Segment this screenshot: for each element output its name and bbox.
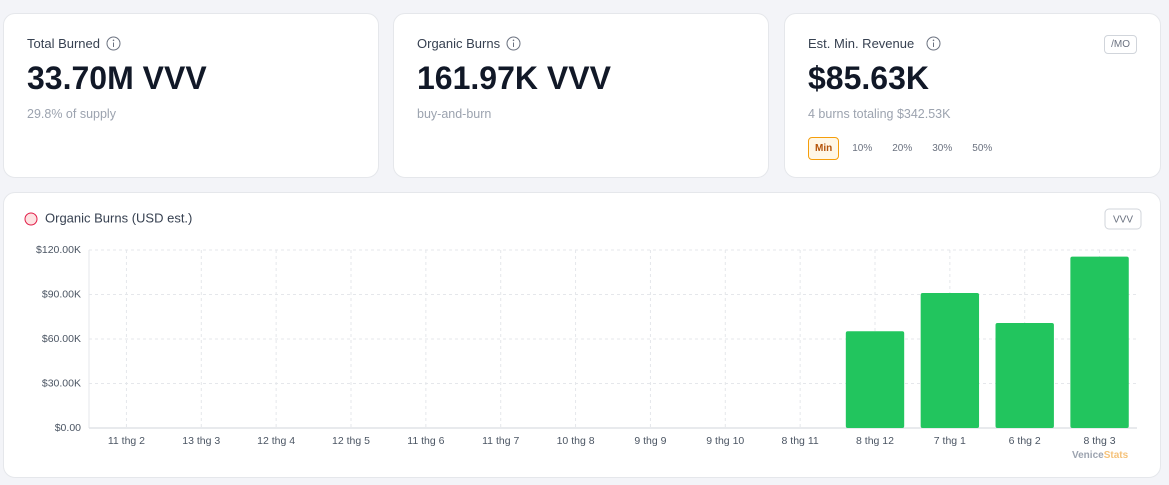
stat-card: Organic Burns 161.97K VVV buy-and-burn <box>393 13 769 178</box>
x-tick-label: 8 thg 3 <box>1084 435 1116 447</box>
card-label: Organic Burns <box>417 36 501 51</box>
card-label-row: Organic Burns <box>417 36 521 51</box>
watermark-a: Venice <box>1072 450 1104 461</box>
y-tick-label: $60.00K <box>42 333 81 345</box>
y-tick-label: $90.00K <box>42 288 81 300</box>
card-note: 29.8% of supply <box>27 107 116 121</box>
chart-badge[interactable]: VVV <box>1113 215 1133 226</box>
x-tick-label: 10 thg 8 <box>557 435 595 447</box>
option-group: Min 10% 20% 30% 50% <box>808 137 999 160</box>
card-label-row: Est. Min. Revenue <box>808 36 941 51</box>
x-tick-label: 7 thg 1 <box>934 435 966 447</box>
x-tick-label: 6 thg 2 <box>1009 435 1041 447</box>
card-value: $85.63K <box>808 60 929 96</box>
chart-icon <box>24 212 38 226</box>
x-tick-label: 8 thg 12 <box>856 435 894 447</box>
option-button[interactable]: 10% <box>852 143 873 154</box>
card-label: Est. Min. Revenue <box>808 36 915 51</box>
chart-card: Organic Burns (USD est.) VVV VeniceStats… <box>3 192 1161 478</box>
card-note: 4 burns totaling $342.53K <box>808 107 951 121</box>
x-tick-label: 11 thg 2 <box>108 435 145 447</box>
info-icon[interactable] <box>506 36 521 51</box>
chart-badge-box[interactable] <box>1104 208 1142 230</box>
option-button[interactable]: 50% <box>972 143 993 154</box>
card-note: buy-and-burn <box>417 107 492 121</box>
option-button[interactable]: 30% <box>932 143 953 154</box>
bar <box>845 331 905 428</box>
card-label-row: Total Burned <box>27 36 121 51</box>
x-tick-label: 11 thg 6 <box>407 435 444 447</box>
x-tick-label: 13 thg 3 <box>182 435 220 447</box>
watermark-b: Stats <box>1104 450 1129 461</box>
chart: Organic Burns (USD est.) VVV VeniceStats… <box>24 208 1142 461</box>
card-value: 33.70M VVV <box>27 60 207 96</box>
bar <box>1070 256 1129 428</box>
info-icon[interactable] <box>926 36 941 51</box>
option-button[interactable]: 20% <box>892 143 913 154</box>
x-tick-label: 11 thg 7 <box>482 435 519 447</box>
x-tick-label: 8 thg 11 <box>782 435 819 447</box>
info-icon[interactable] <box>106 36 121 51</box>
y-tick-label: $30.00K <box>42 377 81 389</box>
x-tick-label: 9 thg 10 <box>706 435 744 447</box>
card-label: Total Burned <box>27 36 100 51</box>
stat-card: Est. Min. Revenue /MO $85.63K 4 burns to… <box>784 13 1161 178</box>
bar <box>920 293 980 428</box>
x-tick-label: 12 thg 4 <box>257 435 295 447</box>
watermark: VeniceStats <box>1072 450 1129 461</box>
bar <box>995 322 1054 428</box>
y-tick-label: $0.00 <box>55 422 81 434</box>
x-tick-label: 12 thg 5 <box>332 435 370 447</box>
stat-card: Total Burned 33.70M VVV 29.8% of supply <box>3 13 379 178</box>
option-button[interactable]: Min <box>808 137 840 160</box>
x-tick-label: 9 thg 9 <box>634 435 666 447</box>
y-tick-label: $120.00K <box>36 244 81 256</box>
chart-title: Organic Burns (USD est.) <box>45 210 192 225</box>
card-value: 161.97K VVV <box>417 60 611 96</box>
period-badge[interactable]: /MO <box>1104 35 1137 54</box>
